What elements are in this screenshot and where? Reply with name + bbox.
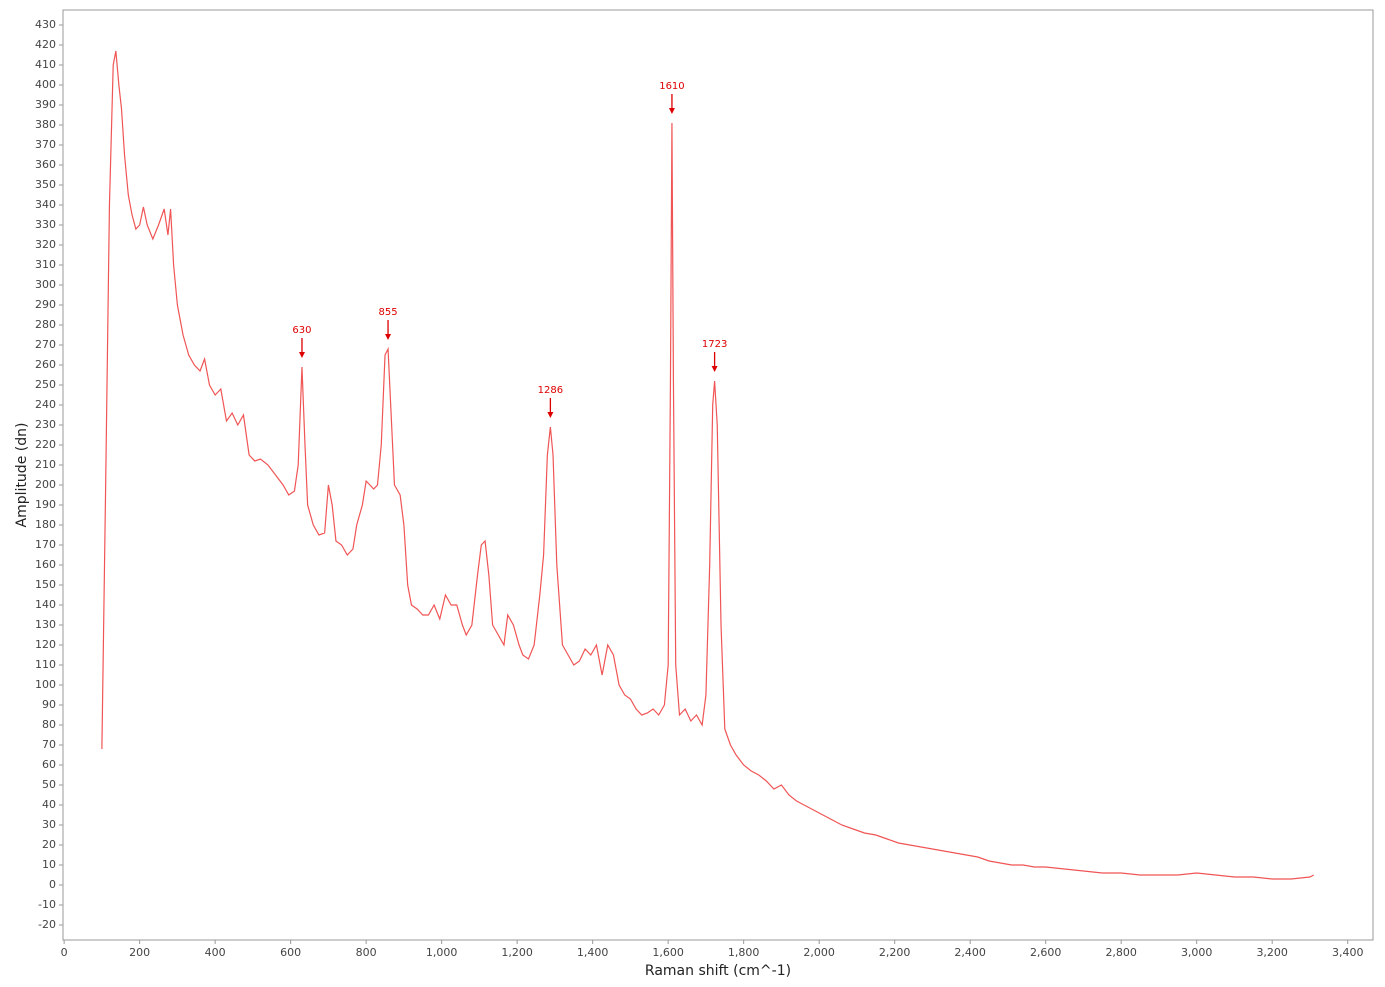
y-tick-label: 100 [35, 678, 56, 691]
y-tick-label: 110 [35, 658, 56, 671]
x-tick-label: 200 [129, 946, 150, 959]
y-tick-label: 410 [35, 58, 56, 71]
annotation-arrowhead [668, 108, 675, 114]
y-tick-label: 150 [35, 578, 56, 591]
y-tick-label: 270 [35, 338, 56, 351]
y-tick-label: 340 [35, 198, 56, 211]
annotation-label: 630 [292, 325, 311, 336]
x-tick-label: 3,400 [1332, 946, 1364, 959]
y-tick-label: 230 [35, 418, 56, 431]
x-tick-label: 2,800 [1105, 946, 1137, 959]
y-tick-label: 210 [35, 458, 56, 471]
annotation-label: 1610 [659, 81, 684, 92]
y-tick-label: 120 [35, 638, 56, 651]
y-tick-label: -10 [38, 898, 56, 911]
y-tick-label: 20 [42, 838, 56, 851]
y-tick-label: 300 [35, 278, 56, 291]
y-axis-label: Amplitude (dn) [14, 423, 30, 528]
y-tick-label: 0 [49, 878, 56, 891]
y-tick-label: 400 [35, 78, 56, 91]
x-tick-label: 0 [61, 946, 68, 959]
x-tick-label: 2,600 [1030, 946, 1062, 959]
x-axis-label: Raman shift (cm^-1) [645, 963, 791, 979]
y-tick-label: 380 [35, 118, 56, 131]
x-tick-label: 3,000 [1181, 946, 1213, 959]
y-tick-label: 390 [35, 98, 56, 111]
annotation-arrowhead [547, 412, 554, 418]
x-tick-label: 2,000 [803, 946, 835, 959]
y-tick-label: 200 [35, 478, 56, 491]
x-tick-label: 1,400 [577, 946, 609, 959]
y-tick-label: 10 [42, 858, 56, 871]
y-tick-label: 280 [35, 318, 56, 331]
y-tick-label: 40 [42, 798, 56, 811]
y-tick-label: 190 [35, 498, 56, 511]
y-tick-label: 90 [42, 698, 56, 711]
x-tick-label: 2,400 [954, 946, 986, 959]
y-tick-label: 310 [35, 258, 56, 271]
y-tick-label: 170 [35, 538, 56, 551]
x-tick-label: 1,800 [728, 946, 760, 959]
x-tick-label: 1,200 [501, 946, 533, 959]
y-tick-label: 420 [35, 38, 56, 51]
y-tick-label: 330 [35, 218, 56, 231]
y-tick-label: 220 [35, 438, 56, 451]
annotation-arrowhead [711, 366, 718, 372]
y-tick-label: 80 [42, 718, 56, 731]
annotation-label: 1723 [702, 339, 727, 350]
x-tick-label: 3,200 [1256, 946, 1288, 959]
y-tick-label: 30 [42, 818, 56, 831]
spectrum-line [101, 50, 1315, 880]
x-tick-label: 400 [205, 946, 226, 959]
x-tick-label: 1,000 [426, 946, 458, 959]
y-tick-label: -20 [38, 918, 56, 931]
annotation-arrowhead [298, 352, 305, 358]
y-tick-label: 180 [35, 518, 56, 531]
x-tick-label: 1,600 [652, 946, 684, 959]
y-tick-label: 320 [35, 238, 56, 251]
y-tick-label: 130 [35, 618, 56, 631]
y-tick-label: 160 [35, 558, 56, 571]
y-tick-label: 50 [42, 778, 56, 791]
annotation-label: 855 [378, 307, 397, 318]
y-tick-label: 290 [35, 298, 56, 311]
y-tick-label: 350 [35, 178, 56, 191]
y-tick-label: 260 [35, 358, 56, 371]
y-tick-label: 70 [42, 738, 56, 751]
annotation-arrowhead [385, 334, 392, 340]
x-tick-label: 800 [356, 946, 377, 959]
y-tick-label: 370 [35, 138, 56, 151]
annotation-label: 1286 [538, 385, 563, 396]
y-tick-label: 240 [35, 398, 56, 411]
y-tick-label: 360 [35, 158, 56, 171]
y-tick-label: 430 [35, 18, 56, 31]
x-tick-label: 2,200 [879, 946, 911, 959]
y-tick-label: 140 [35, 598, 56, 611]
y-tick-label: 250 [35, 378, 56, 391]
y-tick-label: 60 [42, 758, 56, 771]
x-tick-label: 600 [280, 946, 301, 959]
